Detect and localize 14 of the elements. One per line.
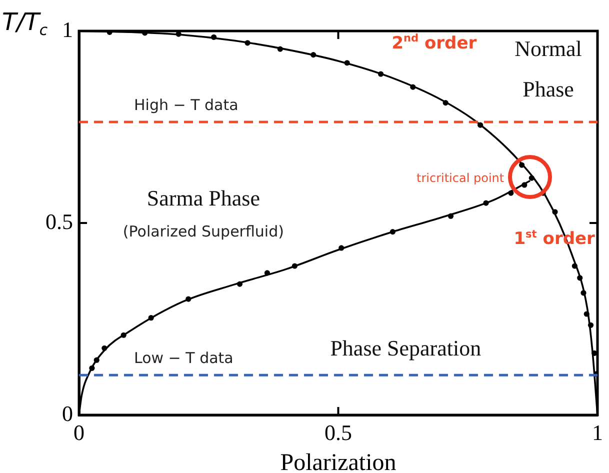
y-tick-label: 0 bbox=[62, 400, 73, 426]
annotation: Phase bbox=[522, 76, 574, 102]
annotation: Sarma Phase bbox=[146, 186, 260, 211]
annotation: tricritical point bbox=[416, 170, 504, 185]
x-tick-label: 0.5 bbox=[324, 420, 352, 445]
ref-line-label: Low − T data bbox=[134, 349, 234, 368]
x-axis-title: Polarization bbox=[280, 450, 396, 473]
y-tick-label: 1 bbox=[62, 16, 73, 42]
x-tick-label: 1 bbox=[592, 420, 603, 445]
annotation: Phase Separation bbox=[330, 335, 482, 360]
ref-line-label: High − T data bbox=[134, 96, 238, 114]
annotation: Normal bbox=[514, 36, 582, 61]
y-tick-label: 0.5 bbox=[46, 208, 73, 234]
annotation: (Polarized Superfluid) bbox=[122, 222, 284, 240]
